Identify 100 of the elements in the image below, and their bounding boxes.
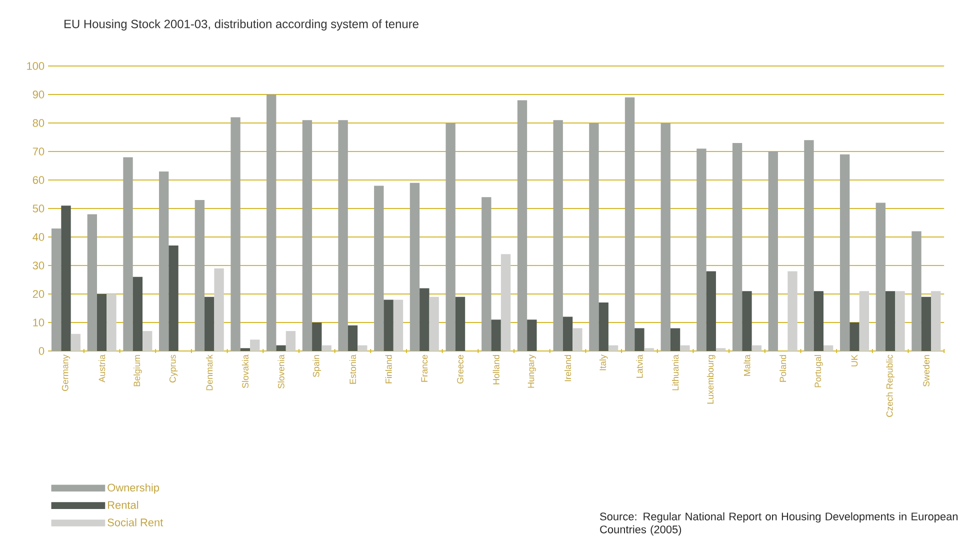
x-tick-label: Spain	[312, 355, 322, 378]
x-tick-label: Luxembourg	[706, 355, 716, 404]
x-tick-label: Ireland	[564, 355, 572, 382]
bar	[895, 291, 905, 351]
bar	[553, 120, 563, 351]
bar	[732, 142, 742, 351]
bar	[696, 148, 706, 351]
bar	[230, 117, 240, 351]
x-tick-label: Slovenia	[278, 354, 284, 389]
x-tick-label: Germany	[62, 354, 70, 391]
bar	[634, 328, 644, 351]
bar	[286, 331, 296, 351]
bar	[338, 120, 348, 351]
x-tick-label: Lithuania	[672, 354, 679, 390]
bar	[680, 345, 690, 351]
bar	[393, 300, 404, 351]
y-tick-label: 100	[27, 62, 44, 70]
bar	[429, 296, 439, 351]
bar	[608, 345, 618, 351]
y-tick-label: 50	[32, 204, 44, 212]
y-tick-label: 70	[32, 148, 44, 156]
bar	[589, 122, 599, 351]
bar	[876, 202, 886, 351]
bar	[912, 231, 922, 351]
bar	[455, 296, 466, 351]
bar	[70, 334, 81, 351]
x-tick-label: Czech Republic	[886, 354, 895, 417]
source-note: Source: Regular National Report on Housing Developments in European Countries (2005)	[600, 512, 958, 536]
x-tick-label: Cyprus	[169, 354, 178, 382]
legend-label: Rental	[108, 500, 138, 509]
bar	[716, 348, 726, 351]
x-tick-label: Belgium	[134, 355, 142, 386]
bar	[358, 345, 368, 351]
bar	[132, 276, 143, 351]
x-tick-label: Portugal	[814, 355, 823, 388]
bar	[624, 97, 635, 351]
bar	[302, 120, 312, 351]
bar	[840, 154, 850, 351]
bar	[142, 331, 152, 351]
y-tick-label: 20	[32, 290, 44, 298]
bar	[168, 246, 178, 351]
bar	[814, 291, 824, 351]
bar	[266, 94, 276, 351]
bar	[742, 291, 752, 351]
bar	[276, 345, 286, 351]
x-tick-label: Poland	[780, 355, 786, 382]
bar	[410, 182, 420, 351]
x-tick-label: Austria	[98, 354, 106, 382]
legend-label: Ownership	[108, 483, 160, 494]
x-tick-label: Italy	[599, 354, 608, 370]
x-tick-label: Denmark	[206, 354, 213, 390]
bar	[51, 228, 62, 351]
y-tick-label: 80	[32, 119, 44, 127]
chart-title: EU Housing Stock 2001-03, distribution according system of tenure	[64, 19, 418, 31]
bar	[491, 320, 501, 351]
bar	[572, 328, 582, 351]
y-tick-label: 90	[32, 90, 44, 98]
x-tick-label: Estonia	[349, 354, 356, 384]
bar	[159, 171, 169, 351]
bar	[598, 302, 608, 351]
bar	[644, 348, 654, 351]
bar	[517, 100, 528, 351]
bar	[420, 288, 430, 351]
bar	[670, 328, 680, 351]
bar	[500, 254, 511, 351]
bar	[240, 348, 250, 351]
bar	[348, 325, 358, 351]
bar	[204, 296, 214, 351]
x-tick-label: Malta	[744, 354, 750, 376]
bar	[660, 122, 670, 351]
bar	[194, 200, 205, 351]
y-tick-label: 60	[32, 176, 44, 184]
bar	[931, 291, 941, 351]
bar	[106, 294, 116, 351]
bar	[527, 320, 537, 351]
y-tick-label: 0	[38, 347, 44, 355]
x-tick-label: France	[421, 354, 428, 382]
y-tick-label: 10	[33, 318, 44, 326]
bar	[322, 345, 332, 351]
x-tick-label: Sweden	[922, 355, 930, 387]
bar	[752, 345, 762, 351]
bar	[482, 197, 492, 351]
bar	[374, 186, 384, 351]
y-tick-label: 40	[32, 233, 44, 241]
y-tick-label: 30	[32, 262, 44, 270]
bar	[250, 340, 260, 351]
x-tick-label: Hungary	[528, 354, 536, 388]
bar	[214, 268, 224, 351]
x-tick-label: Holland	[492, 355, 500, 384]
bar	[823, 345, 834, 351]
bar	[562, 316, 573, 351]
bar	[885, 291, 896, 351]
bar	[384, 300, 394, 351]
bar	[446, 122, 456, 351]
bar	[804, 140, 814, 351]
bar	[97, 294, 107, 351]
bar	[123, 157, 133, 351]
x-tick-label: UK	[851, 354, 858, 366]
bar	[87, 214, 98, 351]
bar	[788, 271, 798, 351]
